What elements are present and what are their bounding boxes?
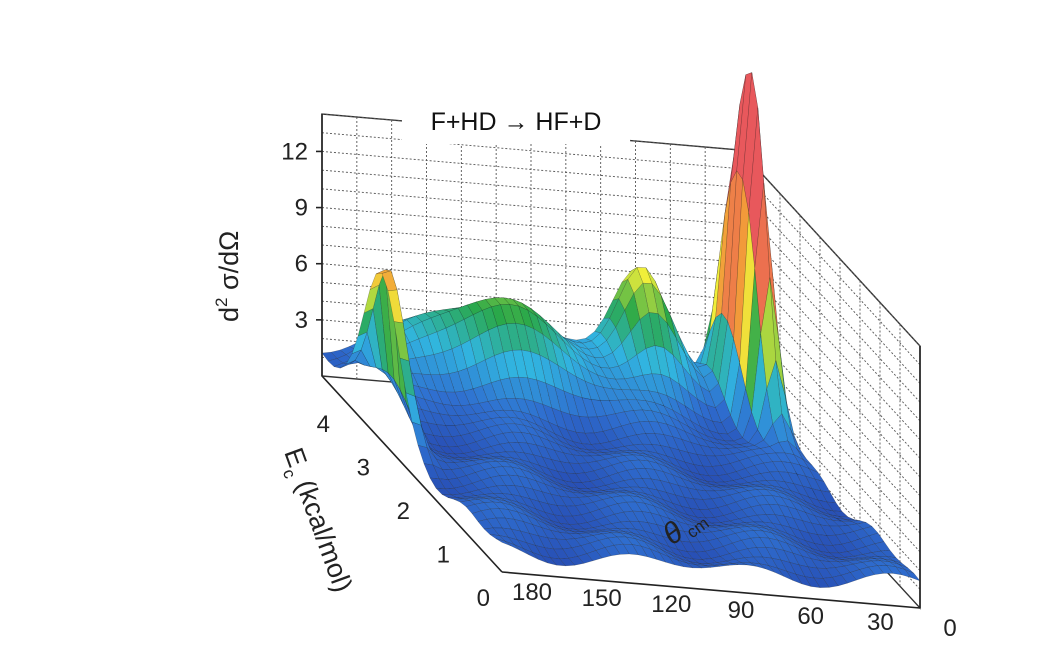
energy-tick-label: 2 (397, 498, 410, 525)
z-tick-label: 6 (295, 251, 308, 278)
theta-axis-line (501, 571, 921, 609)
energy-axis-label: Ec (kcal/mol) (273, 444, 358, 598)
z-gridline-right (739, 187, 921, 384)
energy-axis-line (321, 375, 503, 573)
theta-tick-label: 0 (943, 615, 956, 642)
axis-frame (321, 114, 921, 609)
z-gridline-left (321, 188, 741, 226)
surface-cell (495, 538, 512, 547)
z-tick-label: 12 (281, 138, 308, 165)
theta-tick-label: 150 (582, 585, 622, 612)
theta-tick-label: 90 (728, 597, 755, 624)
energy-tick-label: 3 (357, 454, 370, 481)
z-gridline-left (321, 132, 741, 170)
energy-tick-label: 1 (437, 541, 450, 568)
chart-title-text: F+HD → HF+D (431, 108, 602, 136)
z-gridline-right (739, 168, 921, 366)
chart-title: F+HD → HF+D (402, 96, 630, 144)
z-gridline-right (739, 205, 921, 403)
energy-tick-label: 4 (317, 411, 330, 438)
theta-tick-label: 180 (512, 579, 552, 606)
energy-tick-label: 0 (477, 585, 490, 612)
z-gridline-right (739, 149, 921, 347)
theta-tick-label: 30 (867, 609, 894, 636)
theta-tick-label: 60 (797, 603, 824, 630)
z-tick-label: 3 (295, 307, 308, 334)
z-tick-label: 9 (295, 195, 308, 222)
theta-tick-label: 120 (651, 591, 691, 618)
z-gridline-left (321, 244, 741, 282)
z-axis-label: d2 σ/dΩ (212, 231, 244, 322)
surface-mesh (321, 72, 921, 588)
